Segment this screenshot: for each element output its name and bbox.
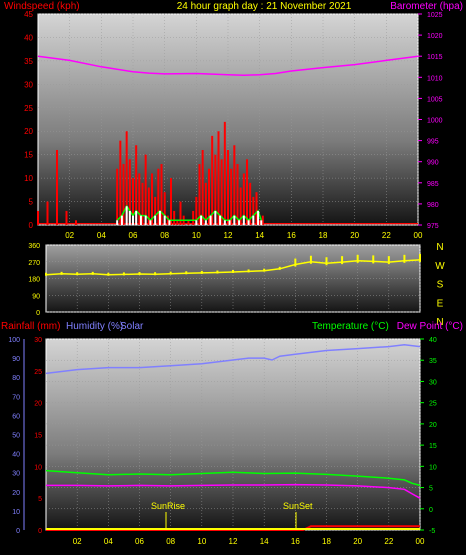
x-tick-label: 04 [104, 537, 113, 546]
dewpoint-axis-label: Dew Point (°C) [397, 321, 463, 332]
x-tick-label: 04 [97, 231, 106, 240]
gust-line [116, 204, 263, 222]
y-tick-label: 70 [12, 394, 20, 401]
y-tick-label: 270 [28, 260, 40, 267]
barometer-line [37, 55, 419, 76]
y-tick-label: 10 [12, 509, 20, 516]
y-tick-label: 0 [16, 528, 20, 535]
y-tick-label: 60 [12, 413, 20, 420]
y-tick-label: 100 [8, 337, 20, 344]
y-tick-label: 30 [12, 471, 20, 478]
y-tick-label: 35 [429, 358, 437, 365]
y-tick-label: 10 [24, 174, 33, 183]
y-tick-label: 50 [12, 433, 20, 440]
x-tick-label: 14 [255, 231, 264, 240]
y-tick-label: 1005 [427, 96, 443, 103]
sunrise-label: SunRise [151, 501, 185, 511]
y-tick-label: 25 [34, 369, 42, 376]
dewpoint-line [46, 483, 421, 499]
y-tick-label: 25 [24, 104, 33, 113]
y-tick-label: 20 [24, 127, 33, 136]
x-tick-label: 12 [224, 231, 233, 240]
y-tick-label: 5 [429, 486, 433, 493]
x-tick-label: 08 [160, 231, 169, 240]
y-tick-label: 35 [24, 57, 33, 66]
y-tick-label: 15 [24, 151, 33, 160]
y-tick-label: 975 [427, 223, 439, 230]
x-tick-label: 20 [350, 231, 359, 240]
x-tick-label: 10 [197, 537, 206, 546]
y-tick-label: 5 [38, 496, 42, 503]
x-tick-label: 02 [73, 537, 82, 546]
y-tick-label: 1025 [427, 12, 443, 19]
y-tick-label: 0 [29, 221, 34, 230]
y-tick-label: -5 [429, 528, 435, 535]
y-tick-label: 80 [12, 375, 20, 382]
x-tick-label: 16 [291, 537, 300, 546]
temperature-line [45, 469, 421, 487]
y-tick-label: 0 [38, 528, 42, 535]
y-tick-label: 360 [28, 243, 40, 250]
direction-label: N [436, 317, 443, 328]
y-tick-label: 5 [29, 198, 34, 207]
y-tick-label: 1020 [427, 33, 443, 40]
y-tick-label: 995 [427, 139, 439, 146]
y-tick-label: 20 [34, 401, 42, 408]
y-tick-label: 30 [429, 379, 437, 386]
y-tick-label: 25 [429, 401, 437, 408]
y-tick-label: 1000 [427, 118, 443, 125]
direction-label: E [437, 298, 444, 309]
humidity-axis-label: Humidity (%) [66, 321, 123, 332]
y-tick-label: 0 [36, 310, 40, 317]
y-tick-label: 90 [12, 356, 20, 363]
direction-label: W [435, 261, 445, 272]
y-tick-label: 980 [427, 202, 439, 209]
y-tick-label: 40 [429, 337, 437, 344]
x-tick-label: 22 [382, 231, 391, 240]
y-tick-label: 20 [12, 490, 20, 497]
x-tick-label: 12 [229, 537, 238, 546]
y-tick-label: 15 [34, 433, 42, 440]
temperature-axis-label: Temperature (°C) [312, 321, 389, 332]
y-tick-label: 180 [28, 277, 40, 284]
x-tick-label: 06 [135, 537, 144, 546]
y-tick-label: 40 [24, 33, 33, 42]
y-tick-label: 985 [427, 181, 439, 188]
x-tick-label: 10 [192, 231, 201, 240]
x-tick-label: 14 [260, 537, 269, 546]
x-tick-label: 22 [384, 537, 393, 546]
y-tick-label: 30 [24, 80, 33, 89]
windspeed-axis-label: Windspeed (kph) [4, 1, 80, 12]
y-tick-label: 45 [24, 10, 33, 19]
x-tick-label: 00 [416, 537, 425, 546]
x-tick-label: 20 [353, 537, 362, 546]
y-tick-label: 20 [429, 422, 437, 429]
y-tick-label: 40 [12, 452, 20, 459]
sunset-label: SunSet [283, 501, 313, 511]
x-tick-label: 18 [322, 537, 331, 546]
y-tick-label: 90 [32, 293, 40, 300]
rainfall-axis-label: Rainfall (mm) [1, 321, 60, 332]
x-tick-label: 18 [319, 231, 328, 240]
x-tick-label: 00 [414, 231, 423, 240]
chart-title: 24 hour graph day : 21 November 2021 [177, 1, 352, 12]
humidity-line [45, 343, 421, 375]
x-tick-label: 02 [65, 231, 74, 240]
x-tick-label: 06 [129, 231, 138, 240]
y-tick-label: 30 [34, 337, 42, 344]
barometer-axis-label: Barometer (hpa) [390, 1, 463, 12]
y-tick-label: 0 [429, 507, 433, 514]
direction-label: S [437, 280, 444, 291]
x-tick-label: 16 [287, 231, 296, 240]
y-tick-label: 15 [429, 443, 437, 450]
y-tick-label: 990 [427, 160, 439, 167]
y-tick-label: 1010 [427, 75, 443, 82]
direction-label: N [436, 242, 443, 253]
solar-axis-label: Solar [120, 321, 144, 332]
x-tick-label: 08 [166, 537, 175, 546]
y-tick-label: 1015 [427, 54, 443, 61]
y-tick-label: 10 [429, 464, 437, 471]
y-tick-label: 10 [34, 464, 42, 471]
